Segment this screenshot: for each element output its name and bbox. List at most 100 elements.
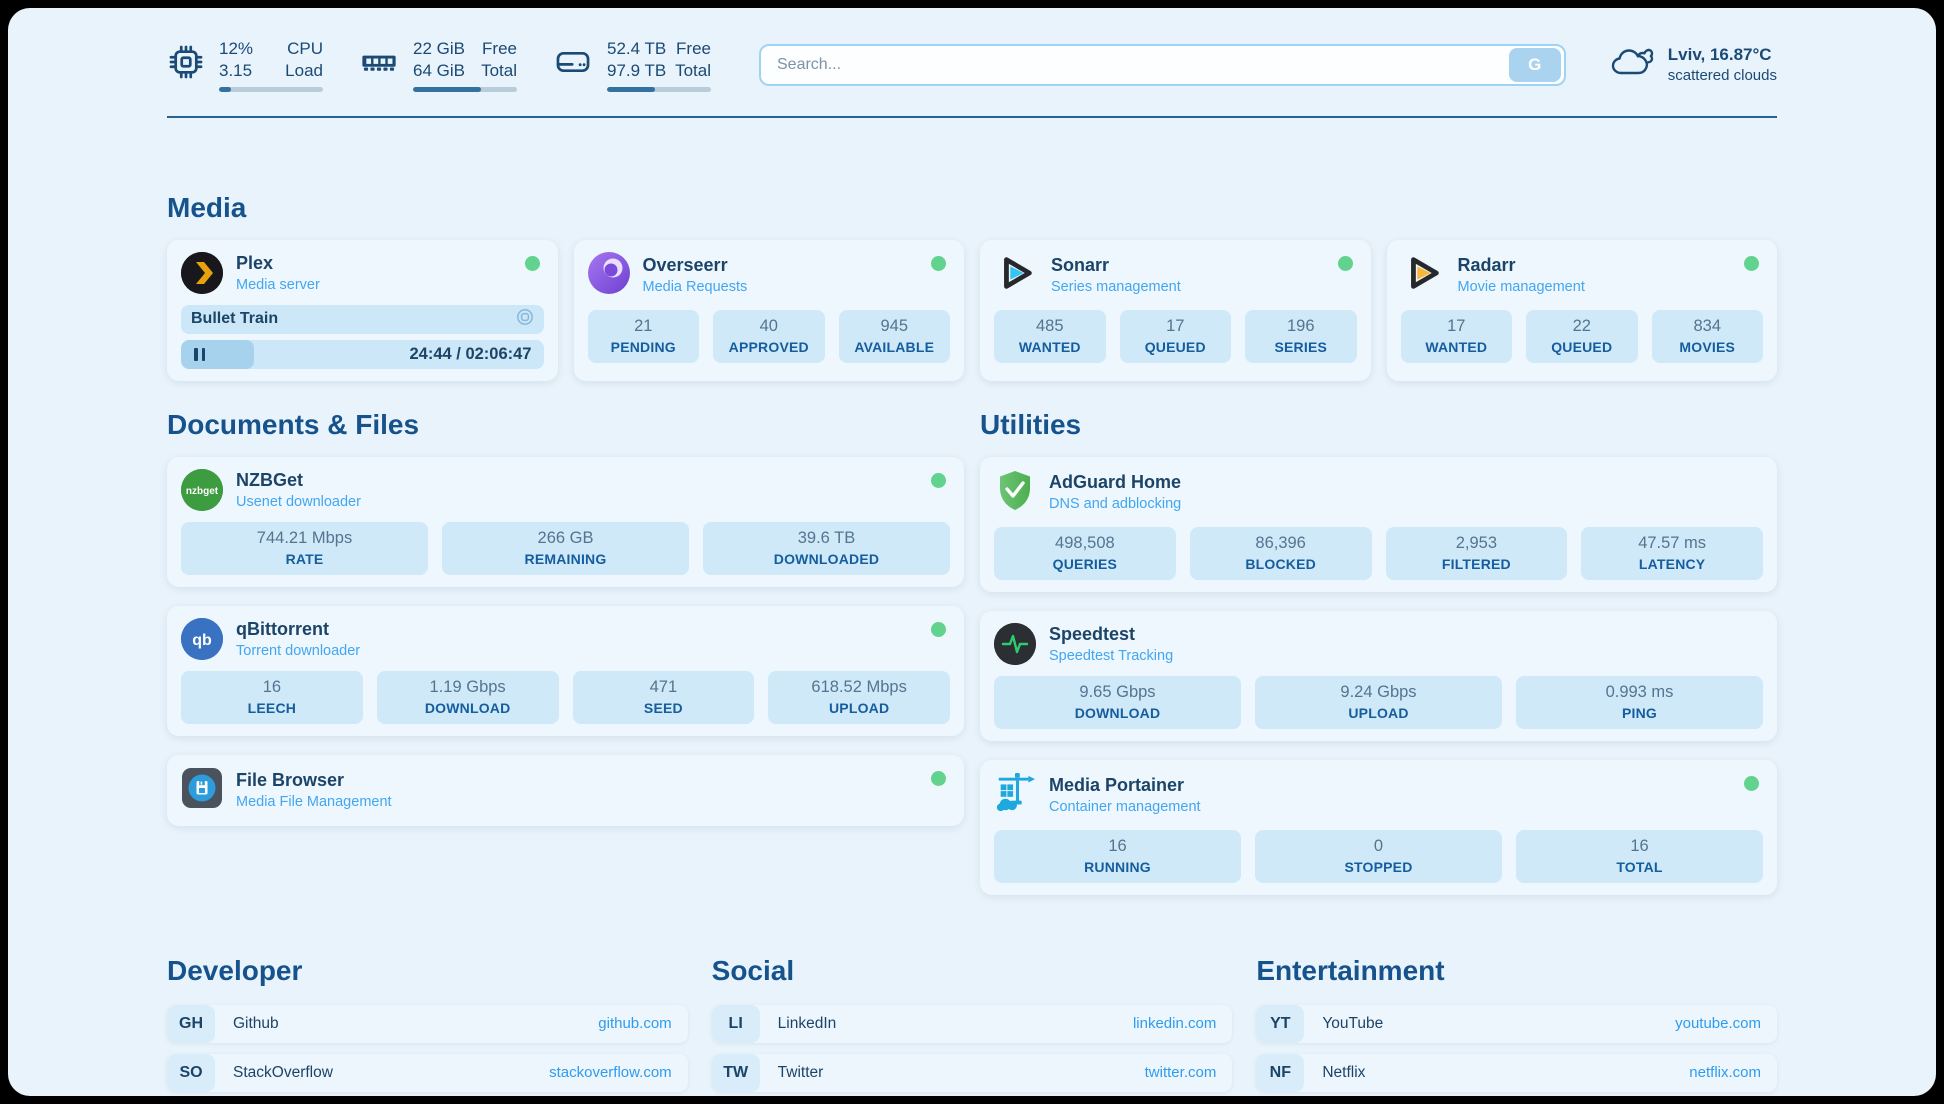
search-bar: G — [759, 43, 1566, 86]
app-title: Speedtest — [1049, 623, 1136, 644]
disk-total-label: Total — [675, 60, 711, 80]
bookmark-url: youtube.com — [1675, 1015, 1761, 1032]
playback-time: 24:44 / 02:06:47 — [409, 344, 532, 363]
stat-pill: 471 SEED — [572, 670, 755, 724]
cpu-icon — [167, 43, 205, 86]
app-title: AdGuard Home — [1049, 472, 1182, 492]
cpu-progress — [219, 86, 323, 92]
bookmark-url: linkedin.com — [1132, 1015, 1217, 1032]
stat-pill: 21 PENDING — [587, 309, 699, 363]
stat-pill: 744.21 Mbps RATE — [181, 521, 428, 575]
portainer-icon — [994, 772, 1036, 819]
app-title: File Browser — [236, 770, 345, 790]
app-card-plex[interactable]: Plex Media server Bullet Train — [167, 239, 558, 381]
app-card-qbittorrent[interactable]: qb qBittorrent Torrent downloader — [167, 605, 964, 736]
system-stats: 12% CPU 3.15 Load — [167, 38, 711, 92]
adguard-icon — [994, 469, 1036, 516]
app-card-sonarr[interactable]: Sonarr Series management 485 WANTED 17 Q… — [980, 239, 1371, 381]
section-heading-entertainment: Entertainment — [1256, 954, 1445, 986]
app-card-nzbget[interactable]: nzbget NZBGet Usenet downloader 74 — [167, 456, 964, 587]
cpu-stat: 12% CPU 3.15 Load — [167, 38, 323, 92]
app-subtitle: Series management — [1051, 279, 1181, 295]
bookmark-url: github.com — [598, 1015, 672, 1032]
svg-text:qb: qb — [192, 632, 212, 649]
app-title: Overseerr — [642, 255, 728, 275]
status-badge-online — [931, 621, 946, 637]
bookmark-abbr: TW — [711, 1053, 760, 1092]
bookmark-linkedin[interactable]: LI LinkedIn linkedin.com — [711, 1004, 1233, 1043]
overseerr-icon — [587, 251, 630, 299]
status-badge-online — [1337, 255, 1353, 271]
app-card-portainer[interactable]: Media Portainer Container management 16 … — [980, 759, 1777, 895]
bookmark-abbr: LI — [711, 1004, 760, 1043]
filebrowser-icon — [181, 767, 223, 814]
memory-total-value: 64 GiB — [413, 60, 465, 80]
video-session-icon — [516, 308, 534, 331]
stat-pill: 9.65 Gbps DOWNLOAD — [994, 675, 1241, 729]
app-subtitle: Usenet downloader — [236, 493, 361, 510]
bookmark-twitter[interactable]: TW Twitter twitter.com — [711, 1053, 1233, 1092]
stat-pill: 196 SERIES — [1245, 309, 1357, 363]
media-grid: Plex Media server Bullet Train — [167, 239, 1777, 381]
cpu-load-label: Load — [285, 60, 323, 80]
bookmark-stackoverflow[interactable]: SO StackOverflow stackoverflow.com — [167, 1053, 688, 1092]
stat-pill: 47.57 ms LATENCY — [1581, 526, 1763, 580]
cloud-icon — [1610, 44, 1654, 85]
stat-pill: 498,508 QUERIES — [994, 526, 1176, 580]
bookmark-name: StackOverflow — [233, 1063, 333, 1081]
weather-widget: Lviv, 16.87°C scattered clouds — [1610, 44, 1777, 85]
app-subtitle: Speedtest Tracking — [1049, 647, 1174, 664]
dashboard-panel: 12% CPU 3.15 Load — [8, 8, 1936, 1096]
stat-pill: 22 QUEUED — [1526, 309, 1638, 363]
search-engine-button[interactable]: G — [1508, 47, 1561, 82]
stat-pill: 17 WANTED — [1400, 309, 1512, 363]
bookmark-name: YouTube — [1322, 1014, 1384, 1032]
status-badge-online — [931, 472, 946, 488]
bookmark-netflix[interactable]: NF Netflix netflix.com — [1256, 1053, 1777, 1092]
bookmark-abbr: NF — [1256, 1053, 1305, 1092]
memory-free-label: Free — [482, 39, 517, 58]
bookmark-name: Github — [233, 1014, 279, 1032]
memory-icon — [359, 43, 399, 86]
search-input[interactable] — [761, 55, 1509, 74]
app-card-filebrowser[interactable]: File Browser Media File Management — [167, 754, 964, 826]
stat-pill: 16 RUNNING — [994, 829, 1241, 883]
stat-pill: 16 LEECH — [181, 670, 363, 724]
stat-pill: 9.24 Gbps UPLOAD — [1255, 675, 1502, 729]
stat-pill: 39.6 TB DOWNLOADED — [703, 521, 950, 575]
app-card-speedtest[interactable]: Speedtest Speedtest Tracking 9.65 Gbps D… — [980, 610, 1777, 741]
app-card-adguard[interactable]: AdGuard Home DNS and adblocking 498,508 … — [980, 456, 1777, 592]
bookmark-url: netflix.com — [1689, 1064, 1761, 1081]
bookmark-github[interactable]: GH Github github.com — [167, 1004, 688, 1043]
bookmark-abbr: YT — [1256, 1004, 1305, 1043]
svg-text:nzbget: nzbget — [186, 486, 219, 497]
stat-pill: 0.993 ms PING — [1516, 675, 1763, 729]
weather-condition: scattered clouds — [1667, 67, 1777, 85]
section-heading-utilities: Utilities — [980, 408, 1082, 440]
status-badge-online — [1744, 775, 1759, 791]
bookmark-name: Netflix — [1322, 1063, 1366, 1081]
stat-pill: 16 TOTAL — [1516, 829, 1763, 883]
section-heading-social: Social — [711, 954, 795, 986]
stat-pill: 86,396 BLOCKED — [1189, 526, 1372, 580]
section-heading-documents: Documents & Files — [167, 408, 420, 440]
disk-free-value: 52.4 TB — [607, 39, 667, 58]
disk-stat: 52.4 TB Free 97.9 TB Total — [553, 38, 711, 92]
now-playing-row: Bullet Train — [181, 304, 544, 334]
disk-icon — [553, 43, 593, 86]
bookmark-section-social: Social LI LinkedIn linkedin.com TW Twitt… — [711, 954, 1233, 1097]
app-title: Radarr — [1457, 255, 1516, 275]
app-subtitle: DNS and adblocking — [1049, 496, 1182, 512]
app-subtitle: Torrent downloader — [236, 642, 361, 659]
app-card-radarr[interactable]: Radarr Movie management 17 WANTED 22 QUE… — [1386, 239, 1777, 381]
memory-progress — [413, 86, 517, 92]
bookmark-youtube[interactable]: YT YouTube youtube.com — [1256, 1004, 1777, 1043]
bookmark-url: stackoverflow.com — [549, 1064, 672, 1081]
app-subtitle: Media server — [236, 276, 320, 293]
app-subtitle: Movie management — [1457, 279, 1585, 295]
radarr-icon — [1401, 252, 1445, 299]
app-card-overseerr[interactable]: Overseerr Media Requests 21 PENDING 40 A… — [573, 239, 964, 381]
memory-stat: 22 GiB Free 64 GiB Total — [359, 38, 517, 92]
stat-pill: 618.52 Mbps UPLOAD — [768, 670, 950, 724]
bookmark-abbr: GH — [167, 1004, 215, 1043]
